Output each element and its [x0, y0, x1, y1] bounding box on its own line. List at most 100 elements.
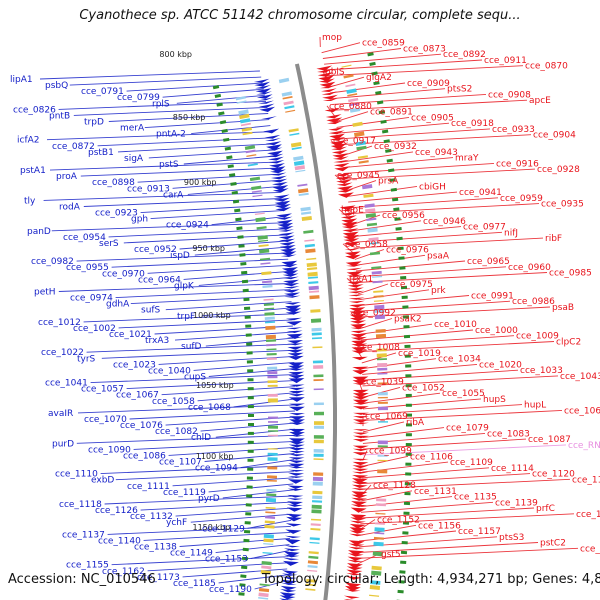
reverse-gene-label[interactable]: cce_0913 — [127, 184, 170, 194]
forward-gene-label[interactable]: cce_1150 — [576, 510, 600, 520]
forward-gene-label[interactable]: prk — [431, 286, 446, 296]
forward-gene-label[interactable]: cce_1109 — [450, 458, 493, 468]
reverse-gene-label[interactable]: tyrS — [77, 354, 96, 364]
forward-gene-label[interactable]: cce_0965 — [467, 257, 510, 267]
reverse-gene-label[interactable]: sufS — [141, 306, 161, 316]
reverse-gene-label[interactable]: cce_1137 — [62, 530, 105, 540]
reverse-gene-label[interactable]: cce_0982 — [31, 257, 74, 267]
forward-gene-label[interactable]: cce_0909 — [407, 79, 450, 89]
forward-gene-label[interactable]: cce_0985 — [549, 269, 592, 279]
reverse-gene-label[interactable]: cce_1190 — [209, 585, 252, 595]
forward-gene-label[interactable]: cce_1020 — [479, 360, 522, 370]
forward-gene-label[interactable]: cce_1069 — [365, 412, 408, 422]
forward-gene-label[interactable]: cce_1087 — [528, 435, 571, 445]
forward-gene-label[interactable]: ptsS3 — [499, 533, 524, 543]
forward-gene-label[interactable]: cce_0870 — [525, 62, 568, 72]
forward-gene-label[interactable]: cce_0904 — [533, 131, 576, 141]
reverse-gene-label[interactable]: purD — [52, 439, 74, 449]
forward-gene-label[interactable]: cce_1039 — [361, 378, 404, 388]
reverse-gene-label[interactable]: cce_1090 — [88, 445, 131, 455]
reverse-gene-label[interactable]: cce_0923 — [95, 209, 138, 219]
reverse-gene-label[interactable]: cce_0791 — [81, 87, 124, 97]
forward-gene-label[interactable]: nblS — [325, 68, 345, 78]
reverse-gene-label[interactable]: ychF — [166, 518, 187, 528]
reverse-gene-label[interactable]: sigA — [124, 154, 144, 164]
reverse-gene-label[interactable]: cce_1140 — [98, 536, 141, 546]
forward-gene-label[interactable]: glgA2 — [366, 73, 392, 83]
forward-gene-label[interactable]: cce_0991 — [471, 292, 514, 302]
reverse-gene-label[interactable]: cce_1111 — [127, 482, 170, 492]
reverse-gene-label[interactable]: cce_1070 — [84, 415, 127, 425]
reverse-gene-label[interactable]: cce_1162 — [102, 567, 145, 577]
reverse-gene-label[interactable]: cce_0964 — [138, 275, 181, 285]
reverse-gene-label[interactable]: cce_1132 — [130, 512, 173, 522]
forward-gene-label[interactable]: trxA1 — [349, 274, 373, 284]
reverse-gene-label[interactable]: icfA2 — [17, 136, 40, 146]
reverse-gene-label[interactable]: cce_1119 — [163, 488, 206, 498]
reverse-gene-label[interactable]: rplS — [152, 99, 170, 109]
forward-gene-label[interactable]: cce_1131 — [414, 487, 457, 497]
forward-gene-label[interactable]: cce_0908 — [488, 90, 531, 100]
forward-gene-label[interactable]: cce_0992 — [353, 309, 396, 319]
reverse-gene-label[interactable]: sufD — [181, 342, 202, 352]
forward-gene-label[interactable]: cce_0880 — [329, 102, 372, 112]
reverse-gene-label[interactable]: cce_1149 — [170, 549, 213, 559]
reverse-gene-label[interactable]: cce_1058 — [152, 397, 195, 407]
reverse-gene-label[interactable]: tly — [24, 196, 36, 206]
reverse-gene-label[interactable]: lipA1 — [10, 75, 33, 85]
forward-gene-label[interactable]: prsA — [378, 177, 399, 187]
forward-gene-label[interactable]: cce_1033 — [520, 366, 563, 376]
forward-gene-label[interactable]: cce_1099 — [369, 447, 412, 457]
forward-gene-label[interactable]: cce_1052 — [402, 383, 445, 393]
reverse-gene-label[interactable]: cce_1126 — [95, 506, 138, 516]
forward-gene-label[interactable]: hupS — [483, 395, 506, 405]
reverse-gene-label[interactable]: merA — [120, 124, 145, 134]
forward-gene-label[interactable]: cce_0859 — [362, 39, 405, 49]
forward-gene-label[interactable]: cce_1128 — [373, 481, 416, 491]
forward-gene-label[interactable]: cce_0976 — [386, 246, 429, 256]
reverse-gene-label[interactable]: glpK — [174, 281, 195, 291]
reverse-gene-label[interactable]: pstA1 — [20, 166, 46, 176]
forward-gene-label[interactable]: cce_0933 — [492, 125, 535, 135]
forward-gene-label[interactable]: pstC2 — [540, 539, 566, 549]
forward-gene-label[interactable]: cce_1010 — [434, 320, 477, 330]
reverse-gene-label[interactable]: cce_1067 — [116, 391, 159, 401]
forward-gene-label[interactable]: cce_1169 — [580, 544, 600, 554]
forward-gene-label[interactable]: cce_0911 — [484, 56, 527, 66]
forward-gene-label[interactable]: cce_1124 — [572, 475, 600, 485]
reverse-gene-label[interactable]: chlD — [191, 433, 211, 443]
forward-gene-label[interactable]: cce_1079 — [446, 424, 489, 434]
reverse-gene-label[interactable]: carA — [163, 190, 184, 200]
reverse-gene-label[interactable]: ispD — [170, 251, 190, 261]
reverse-gene-label[interactable]: pyrD — [198, 494, 220, 504]
reverse-gene-label[interactable]: trpF — [177, 312, 195, 322]
forward-gene-label[interactable]: gst5 — [381, 550, 401, 560]
forward-gene-label[interactable]: cce_0917 — [333, 136, 376, 146]
forward-gene-label[interactable]: mop — [322, 33, 342, 43]
forward-gene-label[interactable]: cbiGH — [419, 182, 446, 192]
reverse-gene-label[interactable]: cce_1107 — [159, 458, 202, 468]
forward-gene-label[interactable]: cce_1106 — [410, 452, 453, 462]
reverse-gene-label[interactable]: cce_1012 — [38, 318, 81, 328]
forward-gene-label[interactable]: cce_1043 — [560, 372, 600, 382]
forward-gene-label[interactable]: prfC — [536, 504, 555, 514]
forward-gene-label[interactable]: clpC2 — [556, 338, 581, 348]
forward-gene-label[interactable]: cce_0935 — [541, 200, 584, 210]
reverse-gene-label[interactable]: cce_0954 — [63, 233, 106, 243]
reverse-gene-label[interactable]: cce_1041 — [45, 379, 88, 389]
forward-gene-label[interactable]: cce_0891 — [370, 108, 413, 118]
reverse-gene-label[interactable]: cce_0924 — [166, 221, 209, 231]
reverse-gene-label[interactable]: cce_0799 — [117, 93, 160, 103]
reverse-gene-label[interactable]: cce_1185 — [173, 579, 216, 589]
forward-gene-label[interactable]: hupE — [341, 205, 364, 215]
forward-gene-label[interactable]: cce_0977 — [463, 223, 506, 233]
reverse-gene-label[interactable]: cce_0826 — [13, 105, 56, 115]
forward-gene-label[interactable]: cce_1034 — [438, 355, 481, 365]
forward-gene-label[interactable]: mraY — [455, 154, 479, 164]
forward-gene-label[interactable]: cce_0956 — [382, 211, 425, 221]
forward-gene-label[interactable]: cce_1135 — [454, 493, 497, 503]
reverse-gene-label[interactable]: serS — [99, 239, 119, 249]
reverse-gene-label[interactable]: cce_0898 — [92, 178, 135, 188]
reverse-gene-label[interactable]: cce_1021 — [109, 330, 152, 340]
forward-gene-label[interactable]: ribA — [406, 418, 425, 428]
